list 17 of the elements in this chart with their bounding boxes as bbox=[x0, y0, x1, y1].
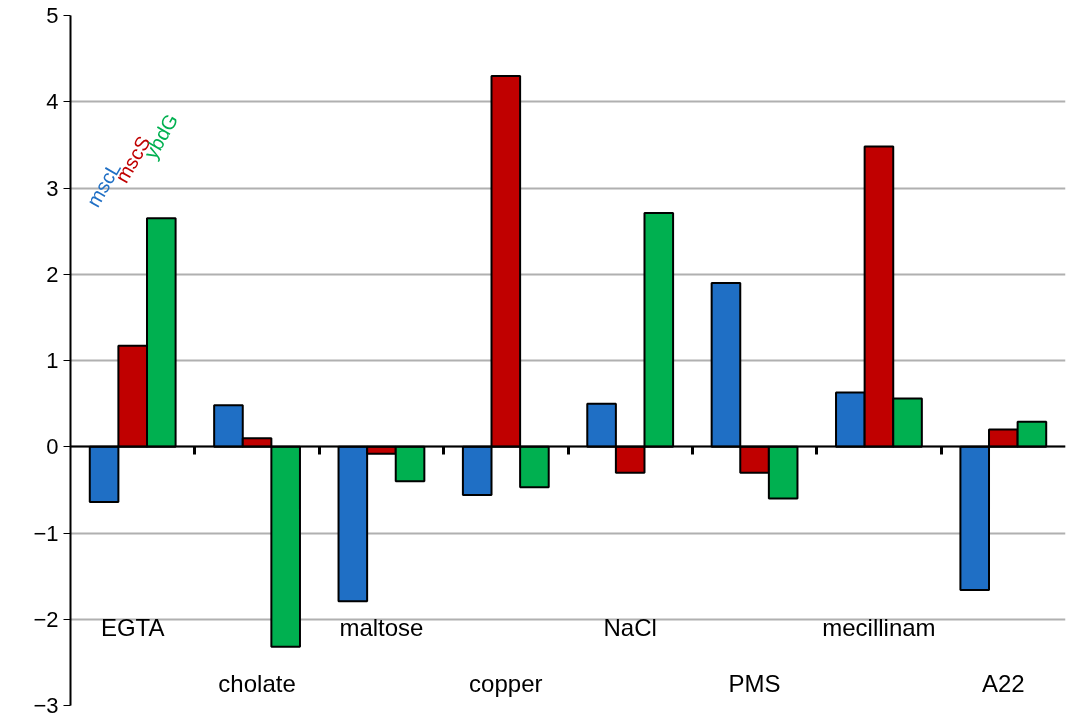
y-tick-label: −1 bbox=[33, 520, 59, 546]
y-tick-label: 2 bbox=[46, 261, 59, 287]
y-tick-label: −3 bbox=[33, 693, 59, 718]
y-tick-label: 5 bbox=[46, 3, 59, 28]
x-tick-label: copper bbox=[469, 670, 543, 698]
y-tick-label: 1 bbox=[46, 348, 59, 373]
x-tick-label: EGTA bbox=[100, 614, 165, 642]
x-tick-label: A22 bbox=[981, 670, 1025, 698]
x-tick-label: NaCl bbox=[603, 614, 657, 642]
y-tick-label: 3 bbox=[46, 175, 59, 201]
y-tick-label: 4 bbox=[46, 89, 59, 115]
x-tick-label: mecillinam bbox=[822, 614, 936, 642]
y-tick-label: 0 bbox=[46, 434, 59, 460]
x-tick-label: maltose bbox=[339, 614, 424, 642]
y-tick-label: −2 bbox=[33, 606, 59, 632]
x-tick-label: cholate bbox=[218, 670, 296, 698]
x-tick-label: PMS bbox=[728, 670, 781, 698]
